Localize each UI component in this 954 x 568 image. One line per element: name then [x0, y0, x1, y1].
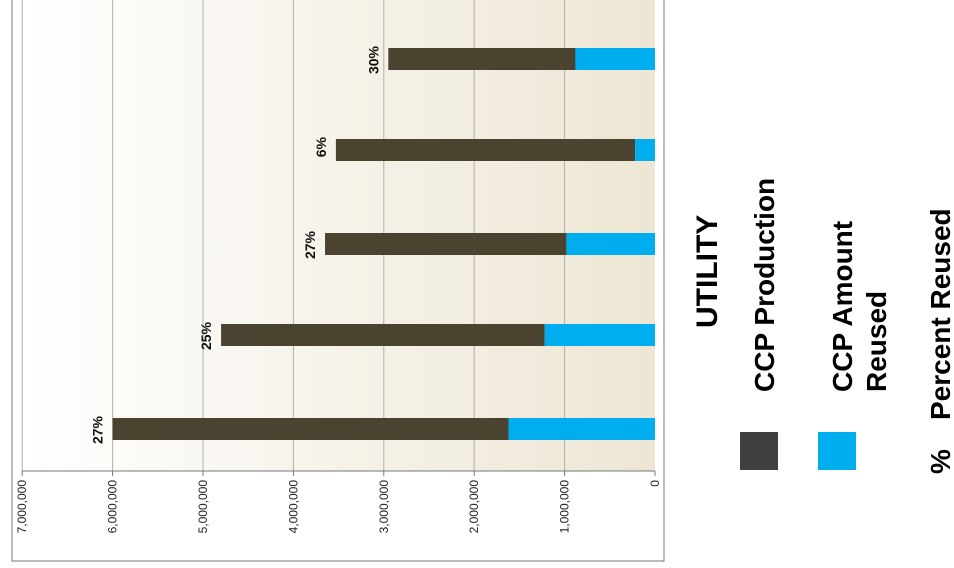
- legend-percent-symbol: %: [925, 449, 954, 474]
- x-tick-label: 6,000,000: [106, 480, 120, 534]
- bar-reused: [508, 418, 655, 440]
- bar-reused: [544, 324, 655, 346]
- bars: [112, 48, 655, 440]
- percent-label: 6%: [313, 136, 329, 157]
- bar-reused: [575, 48, 655, 70]
- bar-production: [112, 418, 509, 440]
- x-tick-label: 1,000,000: [558, 480, 572, 534]
- bar-production: [335, 139, 636, 161]
- legend-label-reused-line1: CCP Amount: [827, 221, 858, 392]
- x-tick-label: 3,000,000: [377, 480, 391, 534]
- bar-production: [388, 48, 576, 70]
- legend-label-production: CCP Production: [749, 178, 780, 392]
- x-tick-label: 2,000,000: [467, 480, 481, 534]
- legend-swatch-reused: [818, 432, 856, 470]
- bar-reused: [566, 233, 655, 255]
- legend-swatch-production: [740, 432, 778, 470]
- x-tick-label: 7,000,000: [15, 480, 29, 534]
- percent-label: 30%: [365, 45, 381, 74]
- x-tick-label: 4,000,000: [286, 480, 300, 534]
- percent-label: 27%: [90, 415, 106, 444]
- bar-production: [221, 324, 545, 346]
- percent-label: 25%: [198, 321, 214, 350]
- x-tick-label: 0: [648, 480, 662, 487]
- bar-reused: [635, 139, 655, 161]
- legend-label-percent: Percent Reused: [925, 208, 954, 420]
- x-axis-ticks: 7,000,000 6,000,000 5,000,000 4,000,000 3,00…: [15, 471, 662, 533]
- plot-area: 27% 25% 27% 6% 30% 7,000,000 6,000,000 5,000,0…: [15, 0, 662, 533]
- legend: UTILITY CCP Production CCP Amount Reused…: [691, 178, 954, 474]
- percent-label: 27%: [302, 230, 318, 259]
- legend-label-reused-line2: Reused: [861, 291, 892, 392]
- chart-border: [11, 0, 665, 562]
- x-tick-label: 5,000,000: [196, 480, 210, 534]
- percent-labels: 27% 25% 27% 6% 30%: [90, 45, 382, 444]
- legend-title: UTILITY: [691, 215, 724, 328]
- bar-production: [325, 233, 567, 255]
